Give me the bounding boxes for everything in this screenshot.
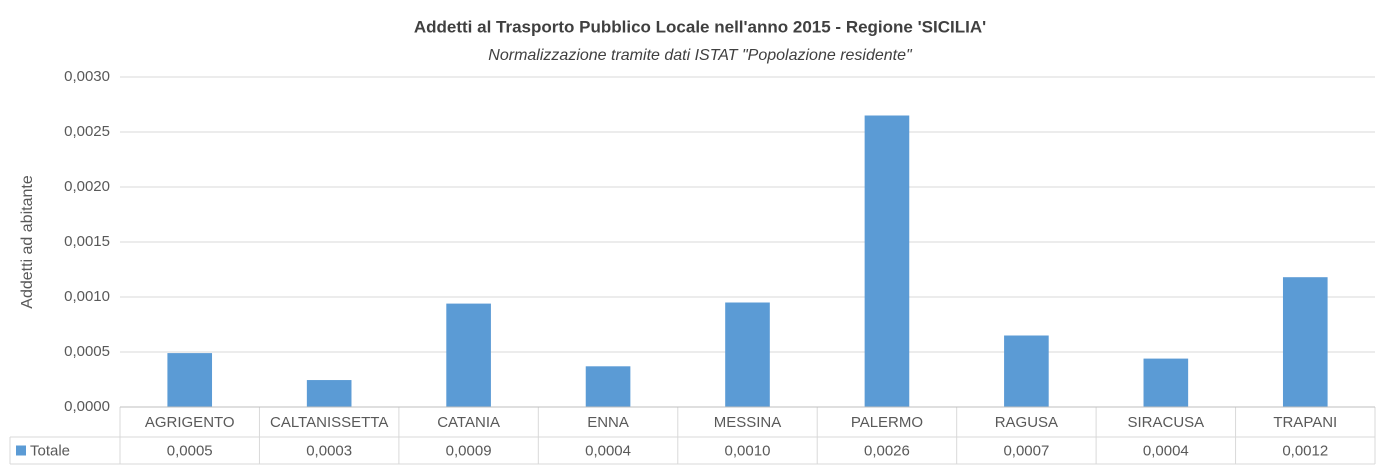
x-tick-label: TRAPANI: [1273, 414, 1337, 431]
x-tick-label: ENNA: [587, 414, 629, 431]
table-value: 0,0005: [167, 442, 213, 459]
x-tick-label: MESSINA: [714, 414, 782, 431]
chart-title: Addetti al Trasporto Pubblico Locale nel…: [414, 17, 986, 36]
table-value: 0,0026: [864, 442, 910, 459]
bar: [446, 303, 491, 407]
y-tick-label: 0,0000: [64, 398, 110, 415]
table-value: 0,0009: [446, 442, 492, 459]
bar: [1143, 358, 1189, 407]
bar: [167, 353, 213, 407]
table-value: 0,0012: [1282, 442, 1328, 459]
bar: [306, 380, 352, 407]
table-value: 0,0007: [1003, 442, 1049, 459]
x-tick-label: AGRIGENTO: [145, 414, 235, 431]
x-tick-label: PALERMO: [851, 414, 923, 431]
table-value: 0,0010: [725, 442, 771, 459]
table-value: 0,0004: [1143, 442, 1189, 459]
x-tick-label: CATANIA: [437, 414, 500, 431]
x-tick-label: CALTANISSETTA: [270, 414, 388, 431]
bar: [725, 302, 770, 407]
y-tick-label: 0,0020: [64, 178, 110, 195]
y-axis-label: Addetti ad abitante: [19, 175, 36, 309]
legend-swatch: [16, 445, 26, 456]
bar: [585, 366, 631, 407]
y-tick-label: 0,0025: [64, 123, 110, 140]
table-value: 0,0004: [585, 442, 631, 459]
bar: [864, 115, 910, 407]
bar: [1282, 277, 1328, 407]
y-tick-label: 0,0005: [64, 343, 110, 360]
bar: [1004, 335, 1049, 407]
y-tick-label: 0,0015: [64, 233, 110, 250]
x-tick-label: RAGUSA: [995, 414, 1058, 431]
table-value: 0,0003: [306, 442, 352, 459]
chart-subtitle: Normalizzazione tramite dati ISTAT "Popo…: [488, 47, 913, 64]
x-tick-label: SIRACUSA: [1127, 414, 1204, 431]
legend-label: Totale: [30, 442, 70, 459]
y-tick-label: 0,0010: [64, 288, 110, 305]
y-tick-label: 0,0030: [64, 68, 110, 85]
